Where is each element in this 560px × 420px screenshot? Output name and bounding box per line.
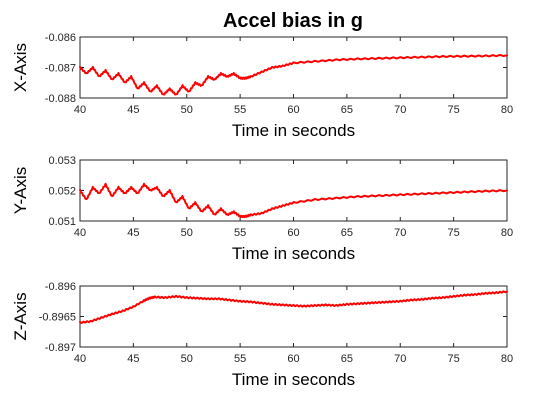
z-axis-subplot: 40 45 50 55 60 65 70 75 80 -0.896 -0.8965 -0.897 Tim…	[11, 281, 513, 389]
y-axis-xtick-label: 65	[341, 227, 353, 239]
x-axis-xtick-label: 65	[341, 104, 353, 116]
x-axis-xtick-label: 75	[448, 104, 460, 116]
x-axis-ylabel: X-Axis	[11, 43, 30, 92]
x-axis-xlabel: Time in seconds	[232, 121, 355, 140]
z-axis-ylabel: Z-Axis	[11, 292, 30, 340]
z-axis-xtick-label: 50	[181, 353, 193, 365]
z-axis-xtick-label: 45	[127, 353, 139, 365]
z-axis-xtick-label: 55	[234, 353, 246, 365]
z-axis-ytick-label: -0.897	[45, 342, 76, 354]
y-axis-subplot: 40 45 50 55 60 65 70 75 80 0.053 0.052 0.051 Time in…	[11, 155, 513, 263]
z-axis-ytick-label: -0.896	[45, 281, 76, 293]
x-axis-ytick-label: -0.088	[45, 93, 76, 105]
z-axis-ytick-label: -0.8965	[39, 312, 76, 324]
y-axis-xtick-label: 50	[181, 227, 193, 239]
y-axis-plot-area	[80, 160, 507, 221]
x-axis-xtick-label: 70	[394, 104, 406, 116]
x-axis-xtick-label: 50	[181, 104, 193, 116]
z-axis-xtick-label: 65	[341, 353, 353, 365]
z-axis-xtick-label: 80	[501, 353, 513, 365]
y-axis-xtick-label: 60	[287, 227, 299, 239]
y-axis-xtick-label: 45	[127, 227, 139, 239]
figure-title: Accel bias in g	[223, 10, 363, 32]
y-axis-ytick-label: 0.053	[48, 155, 76, 167]
z-axis-xtick-label: 70	[394, 353, 406, 365]
z-axis-xtick-label: 75	[448, 353, 460, 365]
x-axis-xtick-label: 40	[74, 104, 86, 116]
z-axis-xtick-label: 60	[287, 353, 299, 365]
x-axis-xtick-label: 45	[127, 104, 139, 116]
x-axis-ytick-label: -0.086	[45, 32, 76, 44]
y-axis-xtick-label: 80	[501, 227, 513, 239]
x-axis-plot-area	[80, 37, 507, 98]
z-axis-xlabel: Time in seconds	[232, 370, 355, 389]
x-axis-xtick-label: 80	[501, 104, 513, 116]
y-axis-ytick-label: 0.051	[48, 216, 76, 228]
y-axis-xtick-label: 70	[394, 227, 406, 239]
x-axis-subplot: 40 45 50 55 60 65 70 75 80 -0.086 -0.087 -0.088 Time…	[11, 32, 513, 140]
x-axis-xtick-label: 55	[234, 104, 246, 116]
z-axis-plot-area	[80, 286, 507, 347]
y-axis-xlabel: Time in seconds	[232, 244, 355, 263]
subplot-panels: 40 45 50 55 60 65 70 75 80 -0.086 -0.087 -0.088 Time…	[11, 32, 513, 389]
x-axis-xtick-label: 60	[287, 104, 299, 116]
y-axis-xtick-label: 55	[234, 227, 246, 239]
z-axis-xtick-label: 40	[74, 353, 86, 365]
y-axis-xtick-label: 40	[74, 227, 86, 239]
y-axis-xtick-label: 75	[448, 227, 460, 239]
y-axis-ytick-label: 0.052	[48, 186, 76, 198]
y-axis-ylabel: Y-Axis	[11, 167, 30, 215]
x-axis-ytick-label: -0.087	[45, 63, 76, 75]
